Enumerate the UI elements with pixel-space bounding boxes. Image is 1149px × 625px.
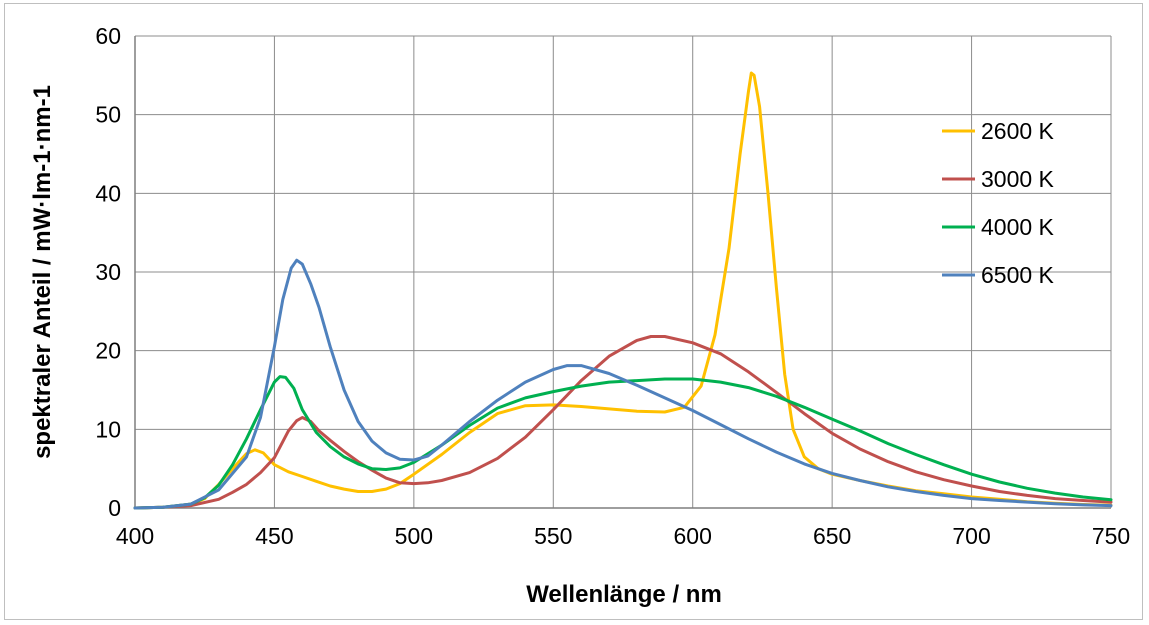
x-tick-label: 450: [255, 523, 293, 549]
legend-label: 4000 K: [981, 214, 1055, 240]
y-tick-label: 20: [95, 338, 121, 364]
legend: 2600 K 3000 K 4000 K 6500 K: [942, 118, 1055, 288]
y-tick-label: 30: [95, 259, 121, 285]
legend-label: 2600 K: [981, 118, 1055, 144]
y-tick-label: 60: [95, 23, 121, 49]
chart-frame: [4, 3, 1143, 620]
x-tick-label: 550: [534, 523, 572, 549]
x-tick-label: 650: [813, 523, 851, 549]
y-axis-title: spektraler Anteil / mW·lm-1·nm-1: [29, 85, 56, 459]
y-tick-label: 0: [108, 495, 121, 521]
y-tick-label: 50: [95, 102, 121, 128]
y-tick-label: 10: [95, 416, 121, 442]
y-tick-label: 40: [95, 180, 121, 206]
series-line-4000-k: [133, 375, 1113, 510]
grid-lines: [134, 35, 1112, 509]
legend-label: 3000 K: [981, 166, 1055, 192]
x-tick-label: 500: [395, 523, 433, 549]
series-line-6500-k: [133, 258, 1113, 510]
legend-label: 6500 K: [981, 262, 1055, 288]
x-tick-label: 400: [116, 523, 154, 549]
series-line-3000-k: [133, 335, 1113, 510]
series-layer: [133, 71, 1113, 510]
x-tick-label: 750: [1092, 523, 1130, 549]
x-axis-title: Wellenlänge / nm: [526, 581, 722, 608]
x-tick-label: 600: [674, 523, 712, 549]
tick-labels: 400 450 500 550 600 650 700 750 0 10 20 30 40 50 60: [95, 23, 1130, 549]
x-tick-label: 700: [952, 523, 990, 549]
